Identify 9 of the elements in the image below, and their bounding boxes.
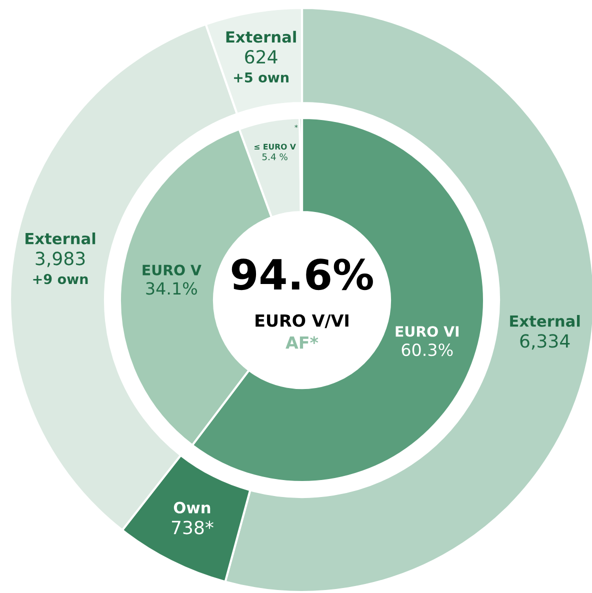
data-label: EURO V 34.1% (142, 264, 202, 295)
text: AF* (286, 336, 318, 349)
data-label: EURO VI 60.3% (396, 326, 458, 356)
data-label: Own 738* (172, 502, 214, 534)
data-label: External 624 +5 own (226, 30, 296, 83)
text: 94.6% (232, 258, 373, 290)
text: EURO V/VI (256, 314, 348, 328)
data-label: External 3,983 +9 own (26, 232, 96, 284)
data-label: External 6,334 (510, 314, 580, 350)
